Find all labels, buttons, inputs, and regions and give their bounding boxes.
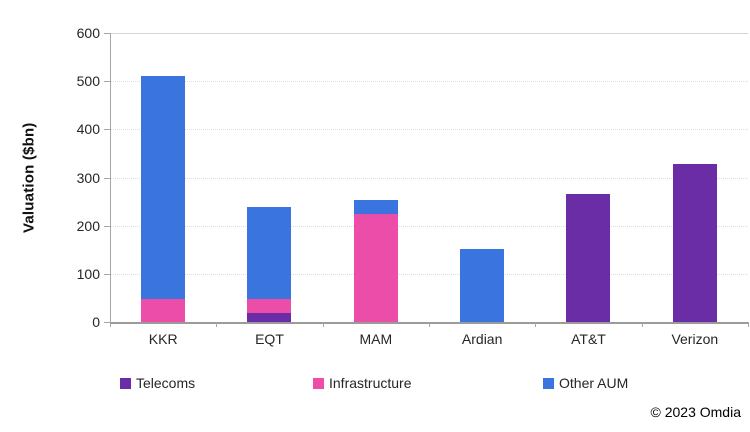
legend-label: Infrastructure <box>329 375 412 391</box>
x-tick-3 <box>429 322 430 327</box>
legend-label: Telecoms <box>136 375 196 391</box>
bar-segment-EQT-telecoms <box>247 313 292 322</box>
legend-swatch-icon <box>543 377 554 389</box>
legend-item-infrastructure: Infrastructure <box>313 375 411 391</box>
bar-column-MAM <box>323 33 429 322</box>
bar-segment-Verizon-telecoms <box>672 164 717 322</box>
x-axis-label-MAM: MAM <box>359 331 393 347</box>
bar-column-EQT <box>216 33 322 322</box>
bar-stack-Verizon <box>672 164 717 322</box>
gridline-400 <box>110 129 748 131</box>
bar-segment-KKR-other-aum <box>141 75 186 300</box>
bar-segment-Ardian-other-aum <box>460 249 505 322</box>
legend-label: Other AUM <box>559 375 629 391</box>
y-tick-200 <box>104 225 110 227</box>
gridline-100 <box>110 273 748 275</box>
legend-item-other-aum: Other AUM <box>543 375 628 391</box>
bar-segment-AT&T-telecoms <box>566 194 611 322</box>
copyright-note: © 2023 Omdia <box>650 404 741 420</box>
x-axis-label-KKR: KKR <box>148 331 178 347</box>
bar-column-KKR <box>110 33 216 322</box>
bar-column-Ardian <box>429 33 535 322</box>
bar-segment-MAM-other-aum <box>353 200 398 214</box>
legend: Telecoms Infrastructure Other AUM <box>0 375 750 395</box>
bar-segment-EQT-infrastructure <box>247 298 292 314</box>
plot-area <box>110 33 748 324</box>
gridline-300 <box>110 177 748 179</box>
x-axis-labels: KKR EQT MAM Ardian AT&T Verizon <box>110 331 748 347</box>
x-axis-label-Ardian: Ardian <box>461 331 503 347</box>
y-tick-0 <box>104 322 110 323</box>
x-tick-4 <box>535 322 537 327</box>
y-tick-300 <box>104 177 110 179</box>
gridline-500 <box>110 81 748 83</box>
y-axis-line <box>110 33 111 323</box>
x-tick-5 <box>641 322 643 327</box>
x-tick-6 <box>748 322 749 327</box>
bar-segment-EQT-other-aum <box>247 207 292 299</box>
bar-stack-MAM <box>353 200 398 322</box>
y-tick-label-400: 400 <box>76 121 100 138</box>
x-tick-1 <box>216 322 218 327</box>
x-tick-2 <box>322 322 324 327</box>
y-tick-label-500: 500 <box>76 73 100 90</box>
legend-item-telecoms: Telecoms <box>120 375 195 391</box>
x-axis-label-AT&T: AT&T <box>571 331 606 347</box>
y-tick-label-100: 100 <box>76 265 100 282</box>
y-tick-600 <box>104 33 110 34</box>
legend-swatch-icon <box>120 377 131 389</box>
x-tick-0 <box>110 322 111 327</box>
bar-segment-MAM-infrastructure <box>353 213 398 322</box>
bar-segment-KKR-infrastructure <box>141 299 186 322</box>
bar-stack-Ardian <box>460 249 505 322</box>
x-axis-label-Verizon: Verizon <box>671 331 719 347</box>
legend-swatch-icon <box>313 377 324 389</box>
y-tick-label-300: 300 <box>76 169 100 186</box>
bar-stack-AT&T <box>566 194 611 322</box>
gridline-600 <box>110 33 748 34</box>
y-tick-100 <box>104 273 110 275</box>
gridline-200 <box>110 225 748 227</box>
bar-column-Verizon <box>642 33 748 322</box>
y-tick-400 <box>104 129 110 131</box>
y-tick-500 <box>104 81 110 83</box>
y-tick-label-200: 200 <box>76 217 100 234</box>
y-tick-label-600: 600 <box>76 25 100 41</box>
y-axis-title: Valuation ($bn) <box>20 122 38 233</box>
bar-series <box>110 33 748 322</box>
x-axis-label-EQT: EQT <box>255 331 284 347</box>
bar-stack-EQT <box>247 207 292 322</box>
bar-stack-KKR <box>141 75 186 322</box>
y-tick-label-0: 0 <box>92 314 100 330</box>
bar-column-AT&T <box>535 33 641 322</box>
